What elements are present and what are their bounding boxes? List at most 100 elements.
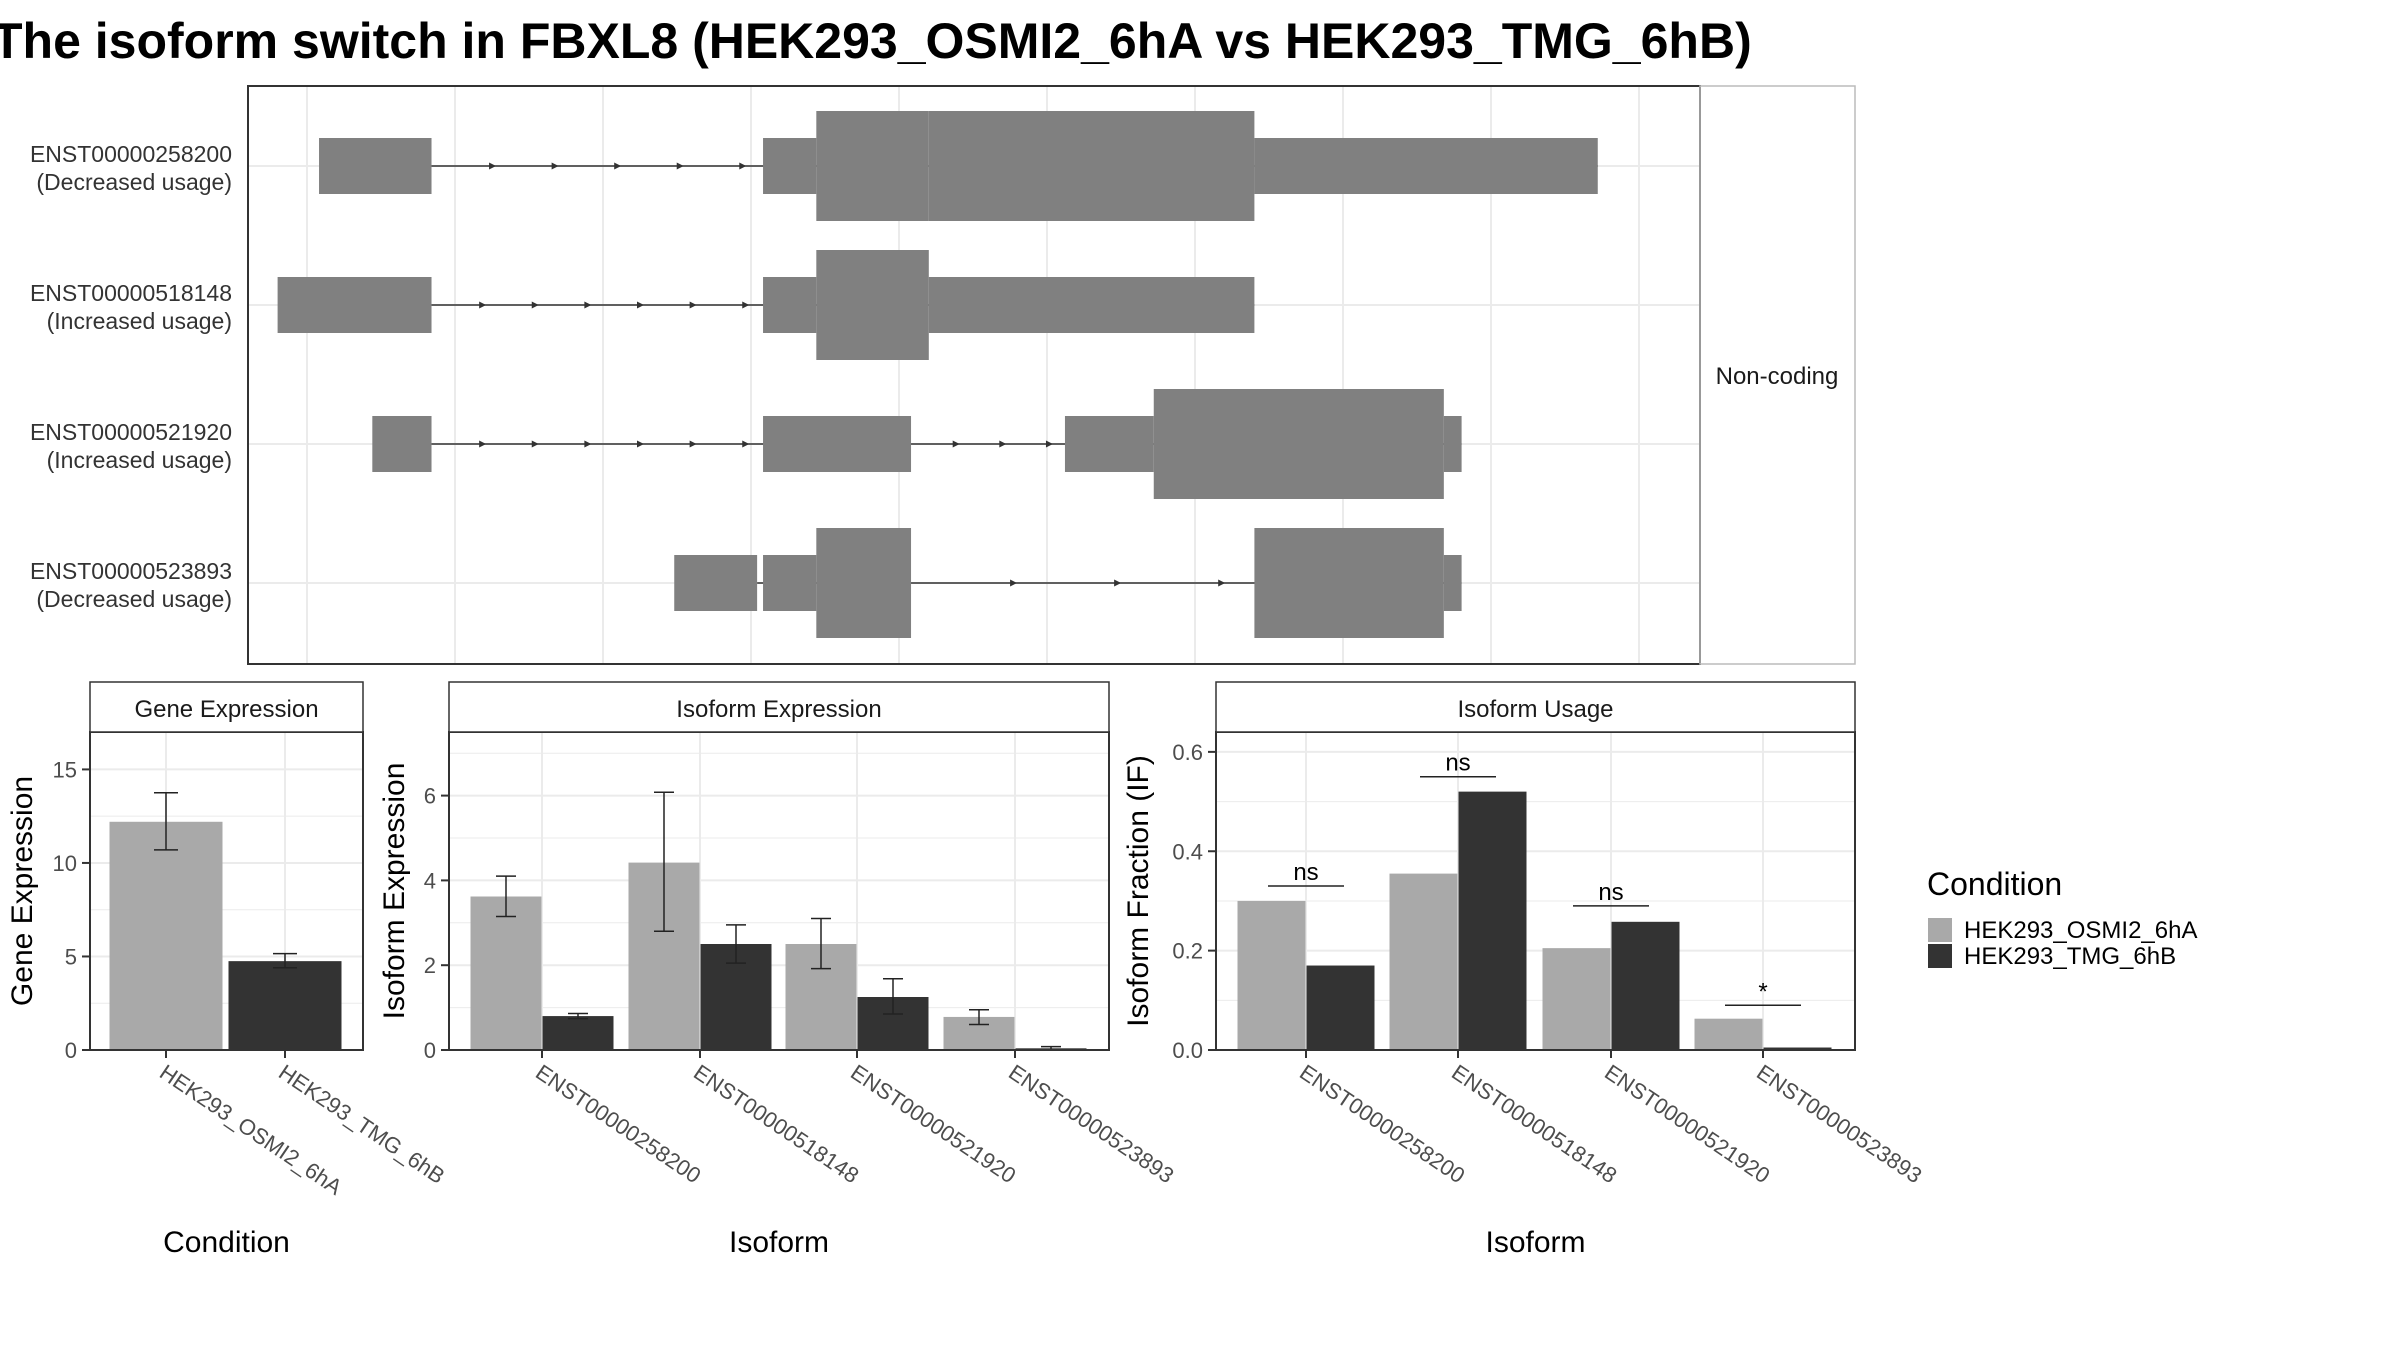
intron-arrow	[999, 440, 1007, 448]
exon-block	[1443, 416, 1462, 472]
bar-HEK293_OSMI2_6hA-ENST00000518148	[1389, 873, 1458, 1050]
facet-strip	[1215, 681, 1856, 733]
exon-block	[763, 277, 817, 333]
transcript-usage-label: (Increased usage)	[47, 447, 232, 473]
bar-HEK293_OSMI2_6hA-ENST00000258200	[1237, 900, 1306, 1050]
exon-block	[816, 528, 912, 638]
y-tick-label: 0.0	[1172, 1038, 1203, 1063]
intron-arrow	[489, 162, 497, 170]
x-axis-title: Isoform	[729, 1226, 829, 1259]
bar-HEK293_TMG_6hB-ENST00000518148	[1458, 791, 1527, 1050]
y-tick-label: 0.6	[1172, 740, 1203, 765]
intron-arrow	[952, 440, 960, 448]
intron-arrow	[676, 162, 684, 170]
exon-block	[319, 138, 432, 194]
exon-block	[816, 111, 929, 221]
y-tick-label: 0.4	[1172, 839, 1203, 864]
facet-strip-title: Gene Expression	[134, 696, 318, 723]
significance-label: *	[1758, 978, 1767, 1005]
intron-arrow	[479, 301, 487, 309]
exon-block	[928, 111, 1255, 221]
intron-arrow	[742, 440, 750, 448]
x-tick-label: ENST00000258200	[531, 1059, 705, 1188]
x-axis-title: Isoform	[1485, 1226, 1585, 1259]
y-tick-label: 0	[424, 1038, 436, 1063]
significance-label: ns	[1598, 879, 1623, 906]
intron-arrow	[637, 440, 645, 448]
legend-title: Condition	[1927, 866, 2062, 902]
non-coding-facet-label: Non-coding	[1716, 363, 1839, 390]
intron-arrow	[1218, 579, 1226, 587]
intron-arrow	[584, 301, 592, 309]
exon-block	[763, 555, 817, 611]
exon-block	[372, 416, 432, 472]
exon-block	[763, 138, 817, 194]
significance-label: ns	[1445, 750, 1470, 777]
bar-HEK293_TMG_6hB-ENST00000258200	[1306, 965, 1375, 1050]
structure-facet-strip	[1699, 85, 1856, 665]
facet-strip-title: Isoform Expression	[676, 696, 881, 723]
exon-block	[1254, 138, 1598, 194]
transcript-id-label: ENST00000521920	[30, 419, 232, 445]
x-tick-label: ENST00000258200	[1295, 1059, 1469, 1188]
y-tick-label: 0.2	[1172, 939, 1203, 964]
y-axis-title: Gene Expression	[6, 776, 39, 1006]
legend-swatch	[1928, 944, 1952, 968]
exon-block	[763, 416, 912, 472]
transcript-id-label: ENST00000258200	[30, 141, 232, 167]
y-axis-title: Isoform Expression	[378, 763, 411, 1020]
significance-label: ns	[1293, 859, 1318, 886]
exon-block	[277, 277, 432, 333]
bar-HEK293_OSMI2_6hA-ENST00000258200	[470, 896, 542, 1050]
figure-title: The isoform switch in FBXL8 (HEK293_OSMI…	[0, 13, 1752, 69]
intron-arrow	[584, 440, 592, 448]
bar-HEK293_TMG_6hB-ENST00000521920	[1611, 921, 1680, 1050]
legend-label: HEK293_OSMI2_6hA	[1964, 917, 2197, 944]
exon-block	[674, 555, 758, 611]
intron-arrow	[1010, 579, 1018, 587]
bar-HEK293_TMG_6hB	[228, 961, 342, 1050]
y-tick-label: 6	[424, 784, 436, 809]
exon-block	[1064, 416, 1154, 472]
facet-strip	[89, 681, 364, 733]
x-tick-label: ENST00000521920	[1600, 1059, 1774, 1188]
transcript-id-label: ENST00000523893	[30, 558, 232, 584]
x-tick-label: ENST00000523893	[1752, 1059, 1926, 1188]
intron-arrow	[551, 162, 559, 170]
intron-arrow	[479, 440, 487, 448]
exon-block	[816, 250, 929, 360]
y-tick-label: 2	[424, 953, 436, 978]
intron-arrow	[739, 162, 747, 170]
transcript-usage-label: (Decreased usage)	[36, 586, 232, 612]
facet-strip	[448, 681, 1110, 733]
exon-block	[1443, 555, 1462, 611]
transcript-id-label: ENST00000518148	[30, 280, 232, 306]
y-tick-label: 4	[424, 868, 436, 893]
legend-label: HEK293_TMG_6hB	[1964, 943, 2176, 970]
bar-HEK293_OSMI2_6hA	[109, 821, 223, 1050]
exon-block	[1254, 528, 1444, 638]
y-tick-label: 10	[53, 851, 77, 876]
exon-block	[1153, 389, 1444, 499]
y-tick-label: 15	[53, 757, 77, 782]
intron-arrow	[689, 440, 697, 448]
transcript-usage-label: (Decreased usage)	[36, 169, 232, 195]
bar-HEK293_TMG_6hB-ENST00000258200	[542, 1016, 614, 1050]
intron-arrow	[531, 440, 539, 448]
x-tick-label: ENST00000518148	[1447, 1059, 1621, 1188]
intron-arrow	[742, 301, 750, 309]
facet-strip-title: Isoform Usage	[1457, 696, 1613, 723]
intron-arrow	[637, 301, 645, 309]
intron-arrow	[531, 301, 539, 309]
y-tick-label: 5	[65, 944, 77, 969]
intron-arrow	[614, 162, 622, 170]
x-axis-title: Condition	[163, 1226, 290, 1259]
y-tick-label: 0	[65, 1038, 77, 1063]
intron-arrow	[689, 301, 697, 309]
bar-HEK293_OSMI2_6hA-ENST00000521920	[1542, 948, 1611, 1050]
bar-chart-panels: Gene Expression051015HEK293_OSMI2_6hAHEK…	[6, 681, 1926, 1259]
plot-area	[449, 732, 1109, 1050]
intron-arrow	[1114, 579, 1122, 587]
